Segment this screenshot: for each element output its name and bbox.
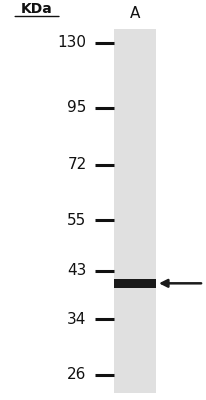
Text: 95: 95 — [67, 100, 87, 115]
Text: 43: 43 — [67, 264, 87, 278]
Text: 34: 34 — [67, 312, 87, 327]
Text: 130: 130 — [57, 35, 87, 50]
Text: 72: 72 — [67, 157, 87, 172]
Bar — [114, 279, 156, 288]
Text: 26: 26 — [67, 367, 87, 382]
Text: 55: 55 — [67, 213, 87, 228]
Text: KDa: KDa — [21, 2, 53, 16]
Text: A: A — [130, 6, 140, 21]
Bar — [114, 29, 156, 393]
